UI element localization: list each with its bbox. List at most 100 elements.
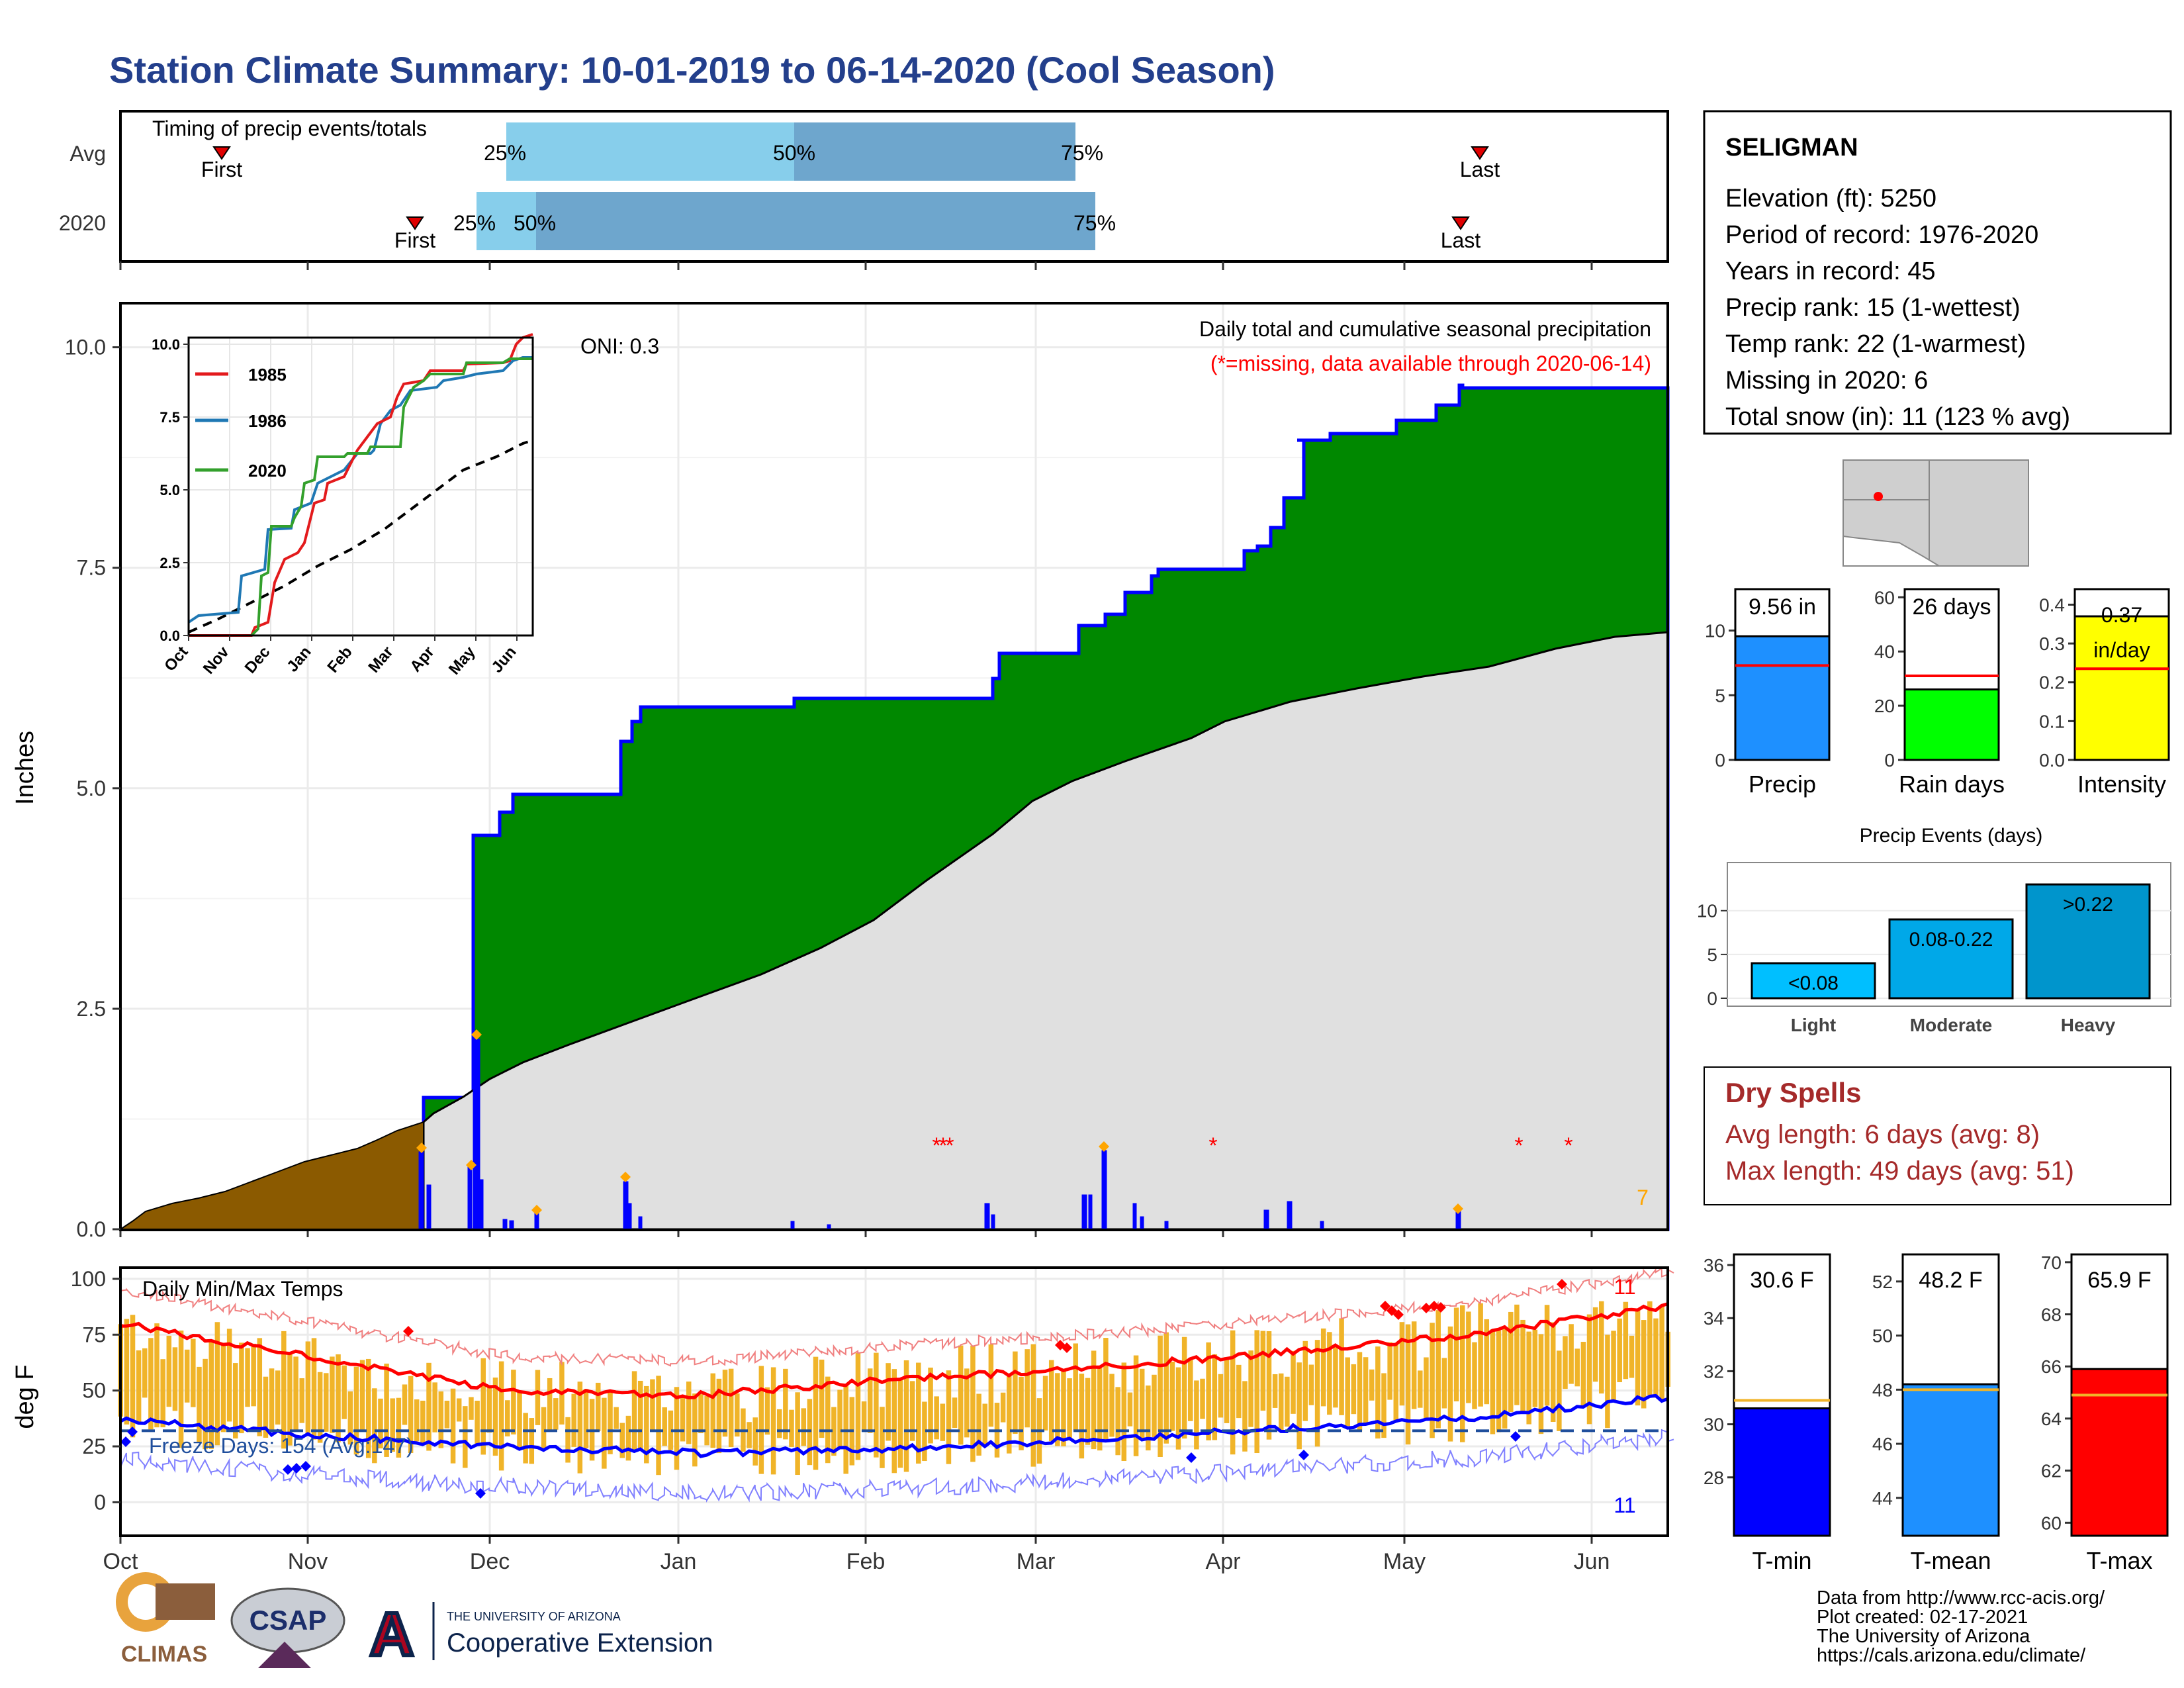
daily-temp-bar — [958, 1345, 964, 1445]
daily-temp-bar — [317, 1372, 323, 1443]
daily-temp-bar — [1121, 1362, 1127, 1462]
daily-temp-bar — [402, 1384, 408, 1425]
daily-temp-bar — [1466, 1311, 1471, 1403]
daily-temp-bar — [384, 1363, 389, 1457]
daily-temp-bar — [541, 1407, 547, 1449]
precip-corner-count: 7 — [1637, 1186, 1649, 1209]
station-precip-rank: Precip rank: 15 (1-wettest) — [1725, 294, 2021, 322]
precip-event-category: Heavy — [2061, 1015, 2116, 1035]
credits: Data from http://www.rcc-acis.org/ Plot … — [1817, 1587, 2105, 1666]
daily-temp-bar — [450, 1388, 456, 1464]
daily-temp-bar — [722, 1370, 728, 1437]
daily-temp-bar — [1478, 1303, 1483, 1407]
daily-temp-bar — [1248, 1350, 1253, 1427]
inset-y-tick-label: 2.5 — [159, 555, 180, 571]
daily-temp-bar — [813, 1356, 819, 1470]
daily-temp-bar — [886, 1363, 891, 1441]
temp-y-tick-label: 0 — [94, 1490, 106, 1514]
daily-temp-bar — [976, 1393, 981, 1456]
daily-temp-bar — [324, 1373, 329, 1432]
daily-temp-bar — [1369, 1369, 1375, 1401]
daily-temp-bar — [867, 1368, 873, 1433]
precip-y-ticks: 0.0 2.5 5.0 7.5 10.0 — [65, 336, 120, 1241]
daily-temp-bar — [160, 1359, 165, 1428]
daily-temp-bar — [758, 1366, 764, 1474]
daily-temp-bar — [571, 1393, 576, 1447]
daily-temp-bar — [1375, 1346, 1381, 1439]
summary-tick-label: 10 — [1705, 621, 1725, 641]
daily-temp-bar — [1617, 1318, 1622, 1383]
temp-y-tick-label: 100 — [71, 1267, 106, 1291]
y2020-first-marker — [406, 216, 424, 230]
record-high-count: 11 — [1614, 1275, 1635, 1299]
daily-temp-bar — [1030, 1344, 1036, 1467]
month-label: May — [1383, 1549, 1426, 1574]
daily-temp-bar — [891, 1369, 897, 1474]
temp-summary-t-min: 28 30 32 34 36 30.6 F T-min — [1704, 1253, 1831, 1574]
daily-temp-bar — [456, 1398, 462, 1422]
daily-temp-bar — [220, 1342, 226, 1432]
summary-rain-days-value: 26 days — [1912, 594, 1991, 620]
summary-tick-label: 0 — [1884, 750, 1895, 771]
daily-temp-bar — [239, 1342, 244, 1434]
daily-temp-bar — [1629, 1335, 1635, 1378]
precip-y-tick-label: 7.5 — [77, 556, 106, 580]
daily-temp-bar — [1647, 1301, 1653, 1395]
month-label: Apr — [1206, 1549, 1241, 1574]
daily-temp-bar — [716, 1378, 722, 1454]
daily-temp-bar — [1496, 1330, 1502, 1432]
y2020-50-75-bar — [536, 192, 1095, 250]
record-high-line — [120, 1267, 1674, 1367]
daily-temp-bar — [619, 1423, 625, 1458]
daily-temp-bar — [1297, 1362, 1302, 1450]
daily-temp-bar — [637, 1380, 643, 1450]
daily-temp-bar — [1430, 1323, 1435, 1438]
freeze-days-label: Freeze Days: 154 (Avg:147) — [149, 1434, 414, 1458]
daily-temp-bar — [710, 1373, 716, 1448]
daily-temp-bar — [359, 1360, 365, 1430]
daily-temp-bar — [1563, 1336, 1568, 1389]
daily-temp-bar — [916, 1362, 921, 1464]
daily-temp-bar — [414, 1399, 420, 1442]
temp-y-tick-label: 75 — [82, 1323, 106, 1346]
daily-temp-bar — [1387, 1342, 1392, 1400]
daily-temp-bar — [728, 1368, 734, 1448]
daily-temp-bar — [680, 1396, 686, 1442]
inset-y-tick-label: 5.0 — [159, 482, 180, 498]
daily-temp-bar — [372, 1388, 377, 1464]
daily-temp-bar — [764, 1387, 770, 1435]
daily-temp-bar — [1569, 1324, 1574, 1384]
daily-temp-bar — [650, 1379, 655, 1430]
daily-temp-bar — [1133, 1355, 1139, 1456]
daily-temp-bar — [305, 1341, 311, 1435]
daily-temp-bar — [644, 1385, 649, 1464]
oni-label: ONI: 0.3 — [580, 334, 659, 358]
daily-temp-bar — [631, 1371, 637, 1451]
avg-p50-label: 50% — [773, 141, 815, 165]
daily-temp-bar — [529, 1418, 535, 1464]
record-markers — [120, 1279, 1567, 1499]
daily-temp-bar — [934, 1396, 939, 1440]
cumulative-2019-start-area — [118, 1121, 424, 1230]
daily-temp-bar — [1605, 1335, 1610, 1429]
daily-temp-bar — [1424, 1357, 1429, 1421]
daily-temp-bar — [1314, 1340, 1320, 1447]
daily-temp-bar — [408, 1376, 414, 1454]
daily-temp-bar — [438, 1391, 444, 1448]
daily-temp-bar — [1502, 1329, 1508, 1429]
summary-tick-label: 0.1 — [2039, 711, 2065, 731]
events-tick-label: 10 — [1697, 901, 1717, 921]
summary-tick-label: 60 — [1874, 587, 1895, 608]
inset-series-2020 — [250, 357, 533, 637]
temp-summary-tick-label: 50 — [1872, 1326, 1893, 1346]
daily-temp-bar — [1019, 1376, 1024, 1450]
daily-temp-bar — [511, 1370, 516, 1434]
temp-summary-label: T-mean — [1910, 1547, 1991, 1574]
daily-temp-bar — [874, 1352, 879, 1458]
daily-temp-bar — [517, 1392, 522, 1450]
daily-temp-bar — [1327, 1332, 1332, 1415]
daily-temp-bar — [1339, 1318, 1344, 1415]
credit-data-source: Data from http://www.rcc-acis.org/ — [1817, 1587, 2105, 1609]
summary-rain-days-chart: 0 20 40 60 26 days Rain days — [1874, 587, 2005, 798]
csap-logo-text: CSAP — [250, 1605, 327, 1636]
